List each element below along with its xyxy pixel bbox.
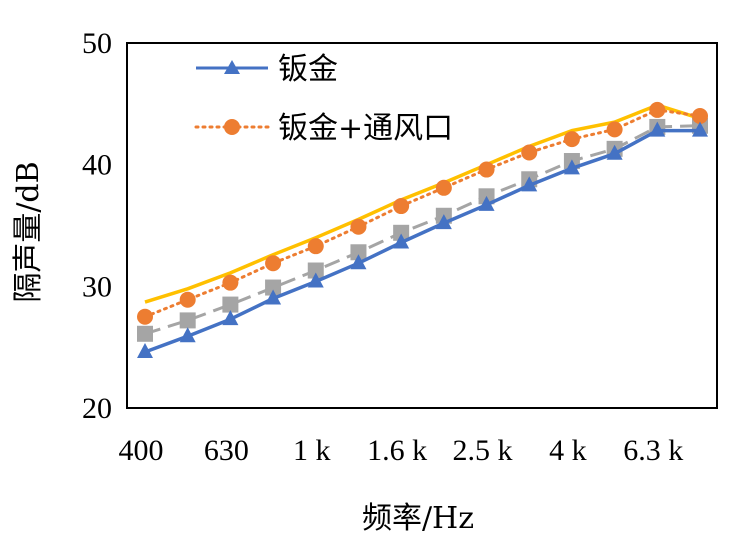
x-tick-labels: 400 630 1 k 1.6 k 2.5 k 4 k 6.3 k [119,434,684,467]
data-point [478,195,495,211]
data-point [350,244,367,261]
x-tick-label: 630 [204,434,249,467]
plot-frame [126,42,718,409]
legend-label-sheet-metal-vent: 钣金+通风口 [278,111,453,146]
data-point [435,214,452,230]
data-point [179,327,196,343]
series-0 [137,121,708,359]
data-point [521,176,538,192]
series-layer [137,101,708,359]
data-point [606,144,623,160]
data-point [478,161,495,178]
y-tick-label: 50 [82,27,112,60]
data-point [137,308,153,325]
series-line [144,128,700,354]
data-point [350,218,367,235]
y-tick-label: 30 [82,270,112,303]
data-point [435,179,452,196]
data-point [649,101,666,118]
legend-marker-sheet-metal [224,60,240,74]
y-tick-label: 20 [82,392,112,425]
x-axis-label: 频率/Hz [362,501,474,536]
data-point [222,310,239,326]
x-tick-label: 1 k [293,434,331,467]
data-point [393,224,410,241]
data-point [265,255,282,272]
legend: 钣金 钣金+通风口 [194,52,453,146]
data-point [179,291,196,308]
data-point [307,262,324,279]
data-point [307,238,324,255]
data-point [137,343,153,359]
data-point [265,279,282,296]
x-tick-label: 6.3 k [623,434,683,467]
series-line [144,103,701,304]
y-tick-label: 40 [82,149,112,182]
legend-label-sheet-metal: 钣金 [278,52,338,87]
data-point [606,121,623,138]
x-tick-label: 2.5 k [453,434,513,467]
y-axis-label: 隔声量/dB [11,161,46,302]
x-tick-label: 4 k [549,434,587,467]
data-point [692,121,708,137]
data-point [393,233,410,249]
legend-marker-sheet-metal-vent [224,119,240,135]
data-point [521,144,538,161]
data-point [307,272,324,288]
series-3 [144,103,701,304]
data-point [649,121,666,137]
data-point [692,108,708,124]
data-point [563,159,580,175]
data-point [265,289,282,305]
data-point [222,274,239,291]
data-point [350,254,367,270]
x-tick-label: 400 [119,434,164,467]
data-point [393,198,410,215]
x-tick-label: 1.6 k [367,434,427,467]
data-point [563,131,580,148]
data-point [137,325,153,342]
data-point [222,296,239,313]
data-point [179,312,196,329]
y-tick-labels: 20 30 40 50 [82,27,112,425]
series-1 [137,101,708,325]
